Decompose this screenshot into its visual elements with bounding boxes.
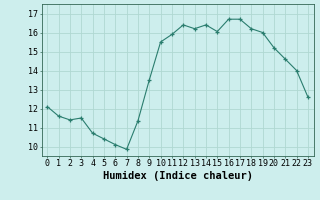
X-axis label: Humidex (Indice chaleur): Humidex (Indice chaleur) <box>103 171 252 181</box>
